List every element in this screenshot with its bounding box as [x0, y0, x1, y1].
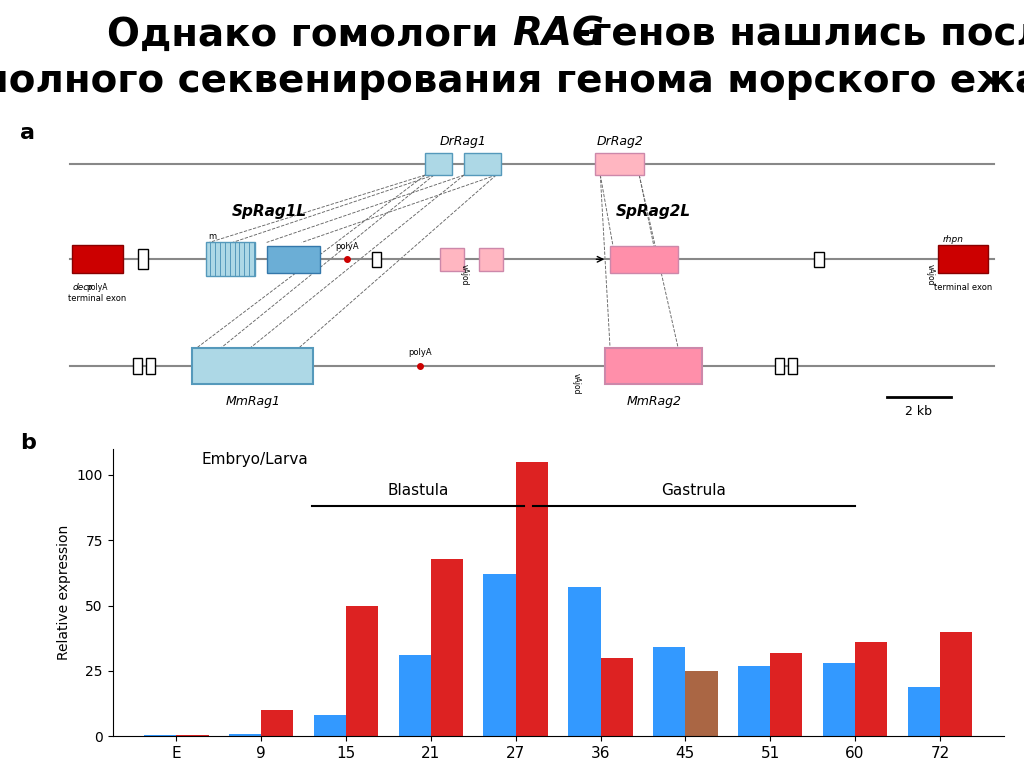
Text: decr: decr [72, 283, 92, 292]
Bar [788, 358, 797, 374]
Text: a: a [20, 123, 36, 143]
Bar [261, 710, 293, 736]
Bar [823, 663, 855, 736]
Text: terminal exon: terminal exon [69, 294, 127, 303]
Text: MmRag1: MmRag1 [225, 395, 281, 408]
Text: m: m [208, 232, 216, 242]
Text: rhpn: rhpn [943, 235, 964, 244]
Text: vAjod: vAjod [460, 264, 469, 285]
Text: Blastula: Blastula [387, 483, 449, 499]
Bar [372, 252, 381, 267]
Bar [176, 735, 209, 736]
Bar [313, 716, 346, 736]
Bar [596, 153, 644, 175]
Text: RAG: RAG [512, 15, 604, 54]
Text: DrRag1: DrRag1 [439, 135, 486, 148]
Bar [478, 248, 503, 271]
Bar [464, 153, 501, 175]
Text: SpRag1L: SpRag1L [232, 204, 307, 219]
Bar [685, 671, 718, 736]
Text: Однако гомологи: Однако гомологи [108, 15, 512, 54]
Bar [191, 348, 313, 384]
Text: Gastrula: Gastrula [662, 483, 726, 499]
Bar [738, 666, 770, 736]
Bar [425, 153, 453, 175]
Text: Embryo/Larva: Embryo/Larva [202, 452, 308, 466]
Bar [770, 653, 803, 736]
Bar [483, 574, 516, 736]
Text: polyA: polyA [336, 242, 359, 252]
Bar [653, 647, 685, 736]
Bar [439, 248, 464, 271]
Text: terminal exon: terminal exon [934, 283, 992, 292]
Text: -генов нашлись после: -генов нашлись после [575, 15, 1024, 54]
Bar [144, 735, 176, 736]
Bar [398, 655, 431, 736]
Text: MmRag2: MmRag2 [627, 395, 681, 408]
Bar [431, 558, 463, 736]
Text: SpRag2L: SpRag2L [616, 204, 691, 219]
Bar [814, 252, 824, 267]
Bar [855, 642, 887, 736]
Text: polyA: polyA [87, 283, 109, 292]
Text: vAjod: vAjod [926, 264, 935, 285]
Bar [146, 358, 155, 374]
Text: DrRag2: DrRag2 [596, 135, 643, 148]
Bar [516, 462, 548, 736]
Bar [133, 358, 142, 374]
Bar [907, 686, 940, 736]
Text: b: b [20, 433, 37, 453]
Bar [229, 734, 261, 736]
Bar [605, 348, 702, 384]
Bar [207, 242, 255, 276]
Y-axis label: Relative expression: Relative expression [57, 525, 71, 660]
Bar [938, 245, 988, 273]
Bar [610, 245, 678, 273]
Text: polyA: polyA [409, 348, 432, 357]
Bar [72, 245, 123, 273]
Bar [266, 245, 321, 273]
Text: полного секвенирования генома морского ежа: полного секвенирования генома морского е… [0, 61, 1024, 100]
Bar [568, 588, 600, 736]
Bar [600, 658, 633, 736]
Bar [775, 358, 784, 374]
Text: 2 kb: 2 kb [905, 405, 932, 418]
Bar [940, 632, 972, 736]
Bar [138, 249, 148, 269]
Text: vAjod: vAjod [571, 373, 581, 394]
Bar [346, 606, 378, 736]
